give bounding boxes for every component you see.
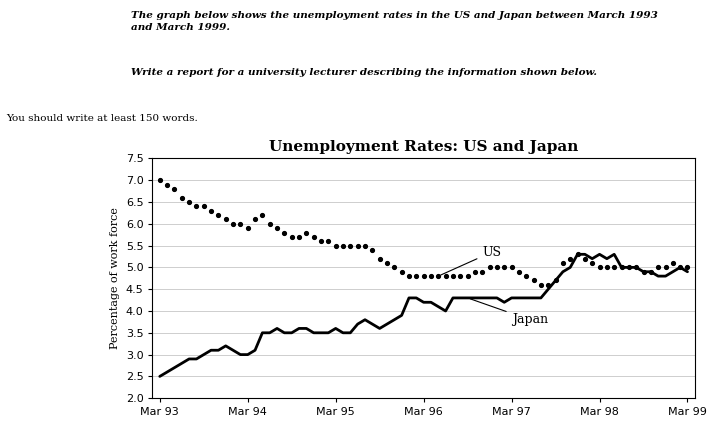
Text: Write a report for a university lecturer describing the information shown below.: Write a report for a university lecturer… — [131, 68, 597, 77]
Y-axis label: Percentage of work force: Percentage of work force — [110, 207, 120, 349]
Title: Unemployment Rates: US and Japan: Unemployment Rates: US and Japan — [269, 140, 579, 154]
Text: You should write at least 150 words.: You should write at least 150 words. — [6, 114, 197, 123]
Text: US: US — [441, 246, 501, 275]
Text: The graph below shows the unemployment rates in the US and Japan between March 1: The graph below shows the unemployment r… — [131, 11, 658, 32]
Text: Japan: Japan — [470, 299, 548, 326]
